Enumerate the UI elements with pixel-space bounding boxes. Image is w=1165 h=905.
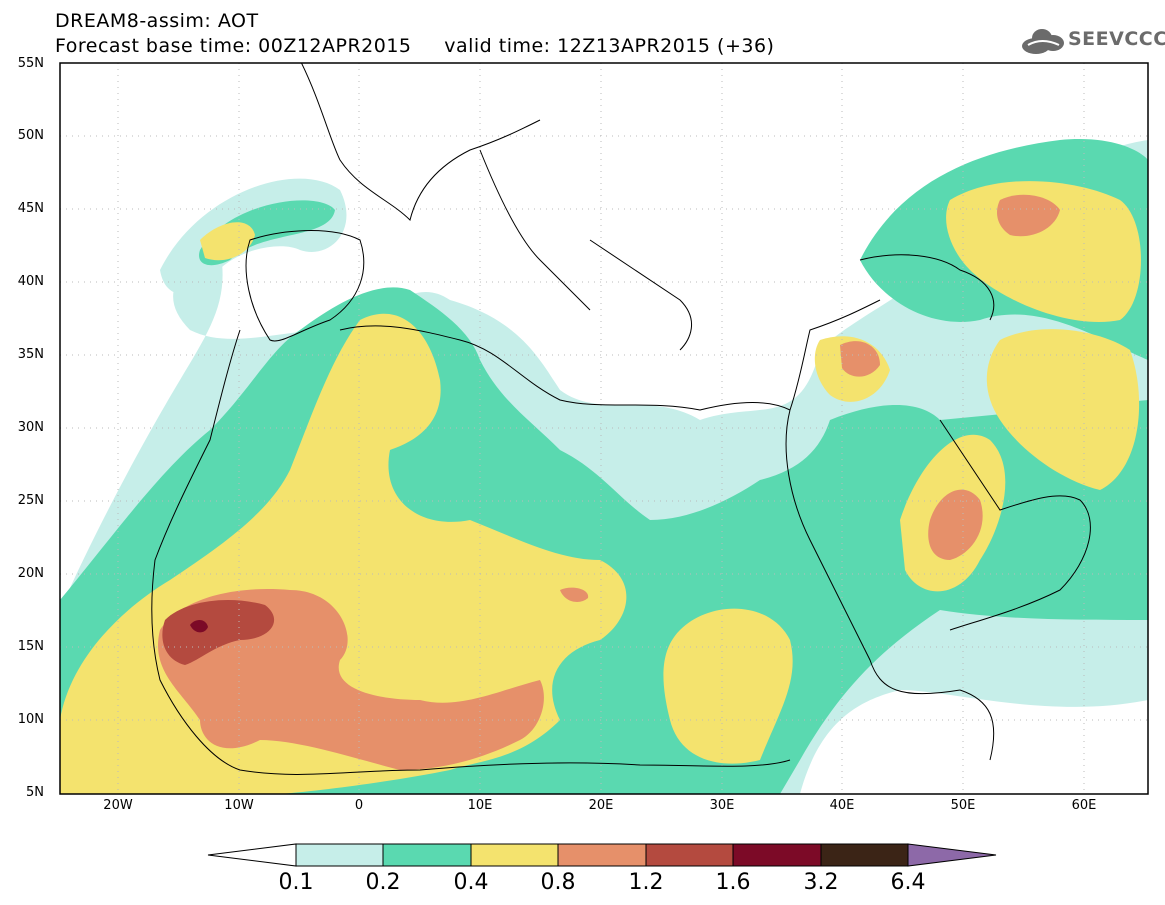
lon-label: 20W bbox=[103, 798, 133, 813]
colorbar-label: 0.4 bbox=[453, 870, 489, 895]
colorbar-label: 6.4 bbox=[890, 870, 926, 895]
lat-label: 15N bbox=[17, 639, 44, 654]
aot-field bbox=[60, 63, 1148, 794]
lon-label: 10W bbox=[224, 798, 254, 813]
colorbar-cell-0.2 bbox=[382, 843, 472, 867]
colorbar-cell-1.6 bbox=[732, 843, 822, 867]
colorbar-label: 3.2 bbox=[803, 870, 839, 895]
lat-label: 45N bbox=[17, 201, 44, 216]
lat-label: 30N bbox=[17, 420, 44, 435]
colorbar-label: 0.2 bbox=[365, 870, 401, 895]
colorbar-cell-3.2 bbox=[820, 843, 909, 867]
colorbar-cell-0.8 bbox=[557, 843, 647, 867]
colorbar-upper-arrow bbox=[907, 843, 997, 867]
cloud-icon bbox=[1022, 29, 1064, 54]
colorbar-lower-arrow bbox=[207, 843, 297, 867]
lat-label: 25N bbox=[17, 493, 44, 508]
colorbar-cell-1.2 bbox=[645, 843, 734, 867]
lon-label: 60E bbox=[1071, 798, 1097, 813]
colorbar-label: 0.8 bbox=[540, 870, 576, 895]
colorbar-label: 1.6 bbox=[715, 870, 751, 895]
lon-label: 40E bbox=[829, 798, 855, 813]
forecast-time: Forecast base time: 00Z12APR2015 valid t… bbox=[55, 35, 775, 57]
lon-label: 10E bbox=[467, 798, 493, 813]
colorbar-label: 0.1 bbox=[278, 870, 314, 895]
aot-band-1.2 bbox=[162, 600, 275, 665]
lat-label: 20N bbox=[17, 566, 44, 581]
lon-label: 50E bbox=[950, 798, 976, 813]
lat-label: 10N bbox=[17, 712, 44, 727]
colorbar-cell-0.1 bbox=[295, 843, 384, 867]
map-frame bbox=[59, 62, 1149, 795]
colorbar-cell-0.4 bbox=[470, 843, 559, 867]
colorbar-label: 1.2 bbox=[628, 870, 664, 895]
lat-label: 40N bbox=[17, 274, 44, 289]
lat-label: 50N bbox=[17, 128, 44, 143]
grid-lines bbox=[60, 63, 1148, 794]
lat-label: 5N bbox=[26, 785, 44, 800]
lon-label: 30E bbox=[709, 798, 735, 813]
logo-text: SEEVCCC bbox=[1068, 28, 1165, 50]
aot-band-1.6 bbox=[190, 619, 208, 633]
lon-label: 20E bbox=[588, 798, 614, 813]
lat-label: 55N bbox=[17, 56, 44, 71]
colorbar bbox=[207, 843, 997, 867]
lat-label: 35N bbox=[17, 347, 44, 362]
coastlines bbox=[151, 63, 1091, 775]
map-title: DREAM8-assim: AOT bbox=[55, 10, 259, 32]
lon-label: 0 bbox=[354, 798, 364, 813]
